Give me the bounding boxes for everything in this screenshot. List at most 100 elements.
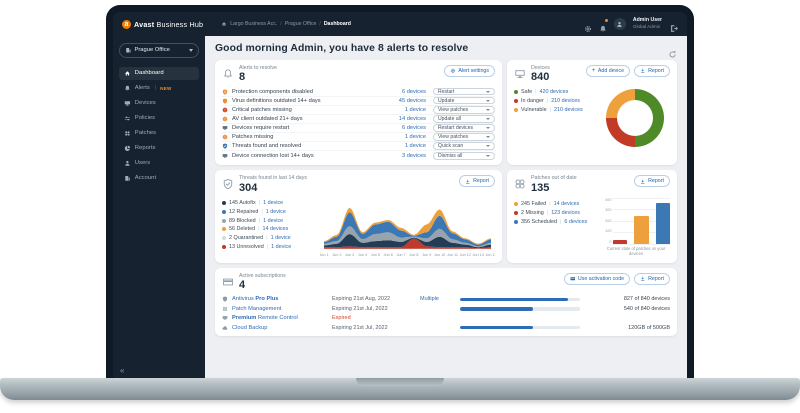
donut-hole — [617, 99, 653, 136]
devices-link[interactable]: 1 device — [404, 106, 426, 113]
sidebar-item-users[interactable]: Users — [119, 156, 199, 170]
sidebar-item-account[interactable]: Account — [119, 171, 199, 185]
alert-action-select[interactable]: Update — [433, 96, 495, 105]
legend-devices-link[interactable]: 6 devices — [564, 219, 588, 226]
alert-action-label: Dismiss all — [438, 152, 463, 159]
alert-action-select[interactable]: Update all — [433, 115, 495, 123]
y-tick-label: 200 — [605, 218, 612, 223]
devices-link[interactable]: 14 devices — [398, 115, 426, 122]
threats-legend-item: 56 Deleted | 14 devices — [222, 226, 314, 232]
legend-devices-link[interactable]: 420 devices — [539, 88, 569, 95]
alert-circle-icon — [222, 107, 228, 113]
legend-label: 2 Missing — [521, 210, 544, 216]
usage-progress-bar — [460, 297, 580, 302]
subscription-row: Cloud Backup Expiring 21st Jul, 2022 120GB… — [222, 325, 670, 331]
alert-row: AV client outdated 21+ days 14 devices Upd… — [222, 115, 495, 124]
devices-link[interactable]: 1 device — [404, 143, 426, 150]
alerts-list: Protection components disabled 6 devices R… — [222, 87, 495, 161]
legend-label: 56 Deleted — [229, 226, 256, 233]
report-button[interactable]: Report — [459, 175, 495, 188]
breadcrumb-item-current: Dashboard — [323, 21, 351, 27]
legend-devices-link[interactable]: 1 device — [263, 199, 284, 206]
legend-dot — [222, 236, 226, 241]
subscription-expiry: Expiring 21st Jul, 2022 — [332, 305, 388, 312]
report-button[interactable]: Report — [634, 272, 670, 285]
sidebar-item-policies[interactable]: Policies — [119, 111, 199, 125]
alert-row: Protection components disabled 6 devices R… — [222, 87, 495, 97]
alert-label: Virus definitions outdated 14+ days — [232, 97, 321, 104]
threats-area-chart: Jun 1 Jun 2 Jun 3 Jun 4 Jun 5 Jun 6 Jun 7 Jun 8… — [319, 200, 497, 258]
notifications-bell-icon[interactable] — [599, 19, 608, 32]
devices-link[interactable]: 6 devices — [401, 124, 426, 131]
subscription-name-link[interactable]: Cloud Backup — [222, 325, 328, 331]
subscription-name-link[interactable]: Antivirus Pro Plus — [222, 296, 328, 302]
breadcrumb-item[interactable]: Largo Business Acc. — [230, 21, 278, 27]
legend-label: 2 Quarantined — [229, 235, 264, 242]
alert-action-select[interactable]: Restart — [433, 87, 495, 96]
alert-action-select[interactable]: View patches — [433, 105, 495, 114]
legend-devices-link[interactable]: 210 devices — [553, 107, 583, 114]
user-icon — [124, 160, 131, 167]
chevron-down-icon — [486, 99, 490, 102]
legend-label: 145 Autofix — [229, 199, 256, 206]
sidebar-item-patches[interactable]: Patches — [119, 126, 199, 140]
monitor-icon — [124, 100, 131, 107]
patches-legend-item: 2 Missing | 123 devices — [514, 210, 598, 216]
y-axis-labels: 400 300 200 100 0 — [602, 198, 613, 244]
brand-logo[interactable]: a Avast Business Hub — [122, 19, 203, 29]
breadcrumb-item[interactable]: Prague Office — [284, 21, 317, 27]
alert-settings-button[interactable]: Alert settings — [444, 65, 495, 77]
subscription-expiry: Expired — [332, 315, 351, 322]
monitor-icon — [514, 67, 526, 79]
refresh-icon[interactable] — [668, 46, 677, 58]
breadcrumb: Largo Business Acc. / Prague Office / Da… — [221, 21, 351, 27]
legend-devices-link[interactable]: 1 device — [265, 208, 286, 215]
devices-link[interactable]: 45 devices — [398, 97, 426, 104]
legend-devices-link[interactable]: 1 device — [263, 217, 284, 224]
sidebar-item-alerts[interactable]: Alerts | NEW — [119, 81, 199, 95]
sidebar-item-reports[interactable]: Reports — [119, 141, 199, 155]
alert-action-select[interactable]: Restart devices — [433, 124, 495, 132]
legend-devices-link[interactable]: 14 devices — [553, 200, 580, 207]
alert-action-select[interactable]: View patches — [433, 133, 495, 141]
svg-text:Jun 7: Jun 7 — [396, 253, 405, 257]
user-menu[interactable]: Admin User Global Admin — [633, 17, 662, 29]
add-device-button[interactable]: + Add device — [585, 65, 631, 77]
chevron-down-icon — [486, 154, 490, 157]
card-title: Alerts to resolve — [239, 65, 277, 71]
subscription-name-link[interactable]: Patch Management — [222, 306, 328, 312]
patches-legend-item: 245 Failed | 14 devices — [514, 201, 598, 207]
alert-action-select[interactable]: Dismiss all — [433, 151, 495, 160]
avatar[interactable] — [613, 18, 626, 30]
alert-row: Virus definitions outdated 14+ days 45 de… — [222, 96, 495, 106]
report-button[interactable]: Report — [634, 65, 670, 77]
alert-label: Devices require restart — [232, 124, 290, 131]
home-icon — [124, 70, 131, 77]
logout-icon[interactable] — [669, 20, 678, 32]
legend-devices-link[interactable]: 1 device — [270, 235, 291, 242]
devices-link[interactable]: 1 device — [404, 134, 426, 141]
new-badge: NEW — [160, 85, 172, 91]
alert-action-select[interactable]: Quick scan — [433, 142, 495, 150]
gear-icon[interactable] — [584, 20, 592, 32]
legend-devices-link[interactable]: 14 devices — [262, 226, 289, 233]
legend-separator: | — [258, 226, 260, 233]
legend-devices-link[interactable]: 1 device — [271, 244, 292, 251]
sidebar-item-dashboard[interactable]: Dashboard — [119, 66, 199, 81]
alert-action-label: Restart — [438, 88, 455, 95]
subscription-extra-link[interactable]: Multiple — [420, 296, 439, 303]
legend-dot — [222, 227, 226, 232]
org-selector[interactable]: Prague Office — [119, 43, 199, 58]
sidebar-collapse-icon[interactable]: « — [120, 366, 125, 375]
legend-devices-link[interactable]: 210 devices — [551, 97, 580, 104]
legend-devices-link[interactable]: 123 devices — [551, 210, 580, 216]
topbar-actions: Admin User Global Admin — [584, 17, 678, 32]
use-activation-code-button[interactable]: Use activation code — [563, 272, 631, 285]
devices-link[interactable]: 6 devices — [401, 88, 426, 95]
devices-link[interactable]: 3 devices — [401, 152, 426, 159]
alert-row: Device connection lost 14+ days 3 devices… — [222, 151, 495, 160]
usage-progress-bar — [460, 306, 580, 311]
subscription-name-link[interactable]: Premium Remote Control — [222, 315, 328, 321]
sidebar-item-devices[interactable]: Devices — [119, 96, 199, 110]
report-button[interactable]: Report — [634, 175, 670, 188]
